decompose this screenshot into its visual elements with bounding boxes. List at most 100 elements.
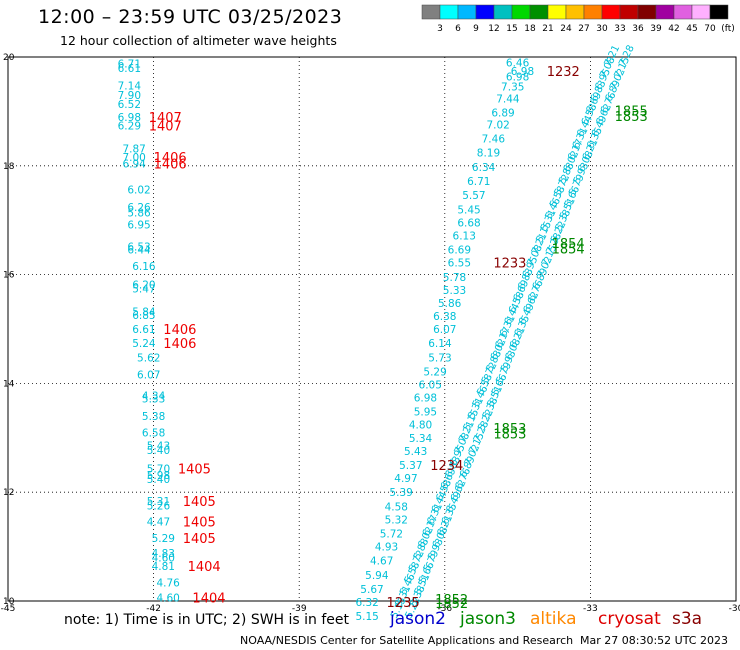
swh-value-cryosat: 5.40 xyxy=(147,445,170,457)
swh-value-s3a: 6.05 xyxy=(419,379,442,391)
x-tick-label: -39 xyxy=(292,604,307,614)
x-tick-label: -33 xyxy=(583,604,598,614)
swh-value-cryosat: 6.58 xyxy=(142,427,165,439)
time-label-cryosat: 1406 xyxy=(163,323,196,338)
swh-value-cryosat: 7.14 xyxy=(118,80,142,92)
swh-value-cryosat: 6.53 xyxy=(127,241,150,253)
time-label-jason3: 1854 xyxy=(552,242,585,257)
y-tick-label: 14 xyxy=(3,379,15,389)
swh-value-cryosat: 6.16 xyxy=(132,261,156,273)
swh-value-cryosat: 6.71 xyxy=(118,59,141,71)
swh-value-s3a: 5.37 xyxy=(399,460,422,472)
swh-value-s3a: 6.69 xyxy=(448,245,471,257)
swh-value-s3a: 5.29 xyxy=(423,366,446,378)
colorbar-label: 39 xyxy=(650,24,662,34)
colorbar-swatch xyxy=(475,4,495,20)
time-labels: 1407140714061406140614061405140514051405… xyxy=(149,65,648,612)
swh-labels: 6.716.617.147.906.526.986.297.877.006.94… xyxy=(118,57,535,623)
colorbar-label: 6 xyxy=(455,24,461,34)
time-label-jason3: 1853 xyxy=(493,422,526,437)
swh-value-cryosat: 5.86 xyxy=(127,208,151,220)
color-scale-bar: 3 6 9 12 15 18 21 24 27 30 33 36 39 42 45 70 (ft) xyxy=(421,4,735,34)
y-tick-label: 12 xyxy=(3,488,14,498)
swh-value-cryosat: 7.90 xyxy=(118,90,141,102)
time-label-s3a: 1232 xyxy=(547,65,580,80)
colorbar-swatch xyxy=(601,4,621,20)
swh-value-cryosat: 4.81 xyxy=(152,561,175,573)
time-label-cryosat: 1406 xyxy=(154,151,187,166)
x-tick-label: -42 xyxy=(146,604,161,614)
time-label-jason3: 1854 xyxy=(552,237,585,252)
swh-value-cryosat: 4.76 xyxy=(156,578,180,590)
colorbar-label: 27 xyxy=(578,24,589,34)
colorbar-label: 42 xyxy=(668,24,679,34)
colorbar-swatch xyxy=(709,4,729,20)
colorbar-swatch xyxy=(691,4,711,20)
time-label-cryosat: 1407 xyxy=(149,120,182,135)
colorbar-label: 9 xyxy=(473,24,479,34)
y-tick-label: 20 xyxy=(3,53,15,63)
swh-track-value: 7.28 xyxy=(617,43,637,68)
swh-value-s3a: 6.38 xyxy=(433,311,456,323)
page-title: 12:00 – 23:59 UTC 03/25/2023 xyxy=(38,6,343,28)
swh-value-cryosat: 5.24 xyxy=(132,338,156,350)
colorbar-swatch xyxy=(673,4,693,20)
swh-value-s3a: 5.34 xyxy=(409,433,433,445)
swh-value-cryosat: 6.02 xyxy=(127,185,150,197)
legend-jason2: jason2 xyxy=(390,609,446,629)
colorbar-swatch xyxy=(529,4,549,20)
time-label-cryosat: 1405 xyxy=(178,462,211,477)
plot-grid xyxy=(8,57,736,601)
swh-value-s3a: 5.57 xyxy=(462,190,485,202)
swh-value-s3a: 6.98 xyxy=(506,72,529,84)
x-tick-label: -36 xyxy=(437,604,452,614)
plot-frame xyxy=(7,56,737,602)
swh-value-s3a: 5.32 xyxy=(385,514,408,526)
swh-value-cryosat: 5.47 xyxy=(132,284,155,296)
swh-value-s3a: 6.14 xyxy=(428,338,452,350)
colorbar-label: 21 xyxy=(542,24,553,34)
swh-value-s3a: 6.71 xyxy=(467,176,490,188)
swh-value-cryosat: 6.98 xyxy=(118,112,141,124)
swh-value-s3a: 5.95 xyxy=(414,407,437,419)
colorbar-swatch xyxy=(655,4,675,20)
swh-value-cryosat: 6.95 xyxy=(127,220,150,232)
swh-value-s3a: 6.07 xyxy=(433,324,456,336)
colorbar-swatch xyxy=(421,4,441,20)
swh-value-cryosat: 6.20 xyxy=(132,279,155,291)
colorbar-label: 12 xyxy=(488,24,499,34)
swh-value-cryosat: 6.85 xyxy=(132,310,155,322)
colorbar-label: 24 xyxy=(560,24,572,34)
swh-value-cryosat: 4.34 xyxy=(142,390,166,402)
colorbar-label: 33 xyxy=(614,24,625,34)
swh-value-s3a: 7.02 xyxy=(486,119,509,131)
colorbar-label: 30 xyxy=(596,24,608,34)
time-label-cryosat: 1404 xyxy=(192,592,225,607)
swh-value-cryosat: 5.62 xyxy=(137,352,160,364)
time-label-cryosat: 1407 xyxy=(149,111,182,126)
colorbar-label: 18 xyxy=(524,24,536,34)
time-label-jason3: 1853 xyxy=(615,110,648,125)
time-label-jason3: 1852 xyxy=(435,593,468,608)
swh-value-cryosat: 6.94 xyxy=(122,159,146,171)
swh-value-s3a: 6.34 xyxy=(472,162,496,174)
time-label-cryosat: 1404 xyxy=(188,560,221,575)
swh-value-cryosat: 4.47 xyxy=(147,517,170,529)
swh-value-s3a: 6.46 xyxy=(506,57,530,69)
swh-value-s3a: 5.78 xyxy=(443,272,466,284)
x-tick-label: -45 xyxy=(1,604,16,614)
swh-value-cryosat: 7.87 xyxy=(122,143,145,155)
swh-value-cryosat: 4.83 xyxy=(152,548,175,560)
swh-value-s3a: 4.58 xyxy=(385,501,408,513)
swh-value-cryosat: 6.29 xyxy=(118,121,141,133)
colorbar-label: 45 xyxy=(686,24,697,34)
time-label-s3a: 1233 xyxy=(493,257,526,272)
colorbar-swatch xyxy=(565,4,585,20)
swh-value-cryosat: 5.98 xyxy=(147,470,170,482)
swh-value-s3a: 6.55 xyxy=(448,258,471,270)
swh-value-cryosat: 6.61 xyxy=(118,63,141,75)
swh-value-s3a: 6.98 xyxy=(511,66,534,78)
time-label-s3a: 1235 xyxy=(387,596,420,611)
swh-value-s3a: 5.33 xyxy=(443,285,466,297)
